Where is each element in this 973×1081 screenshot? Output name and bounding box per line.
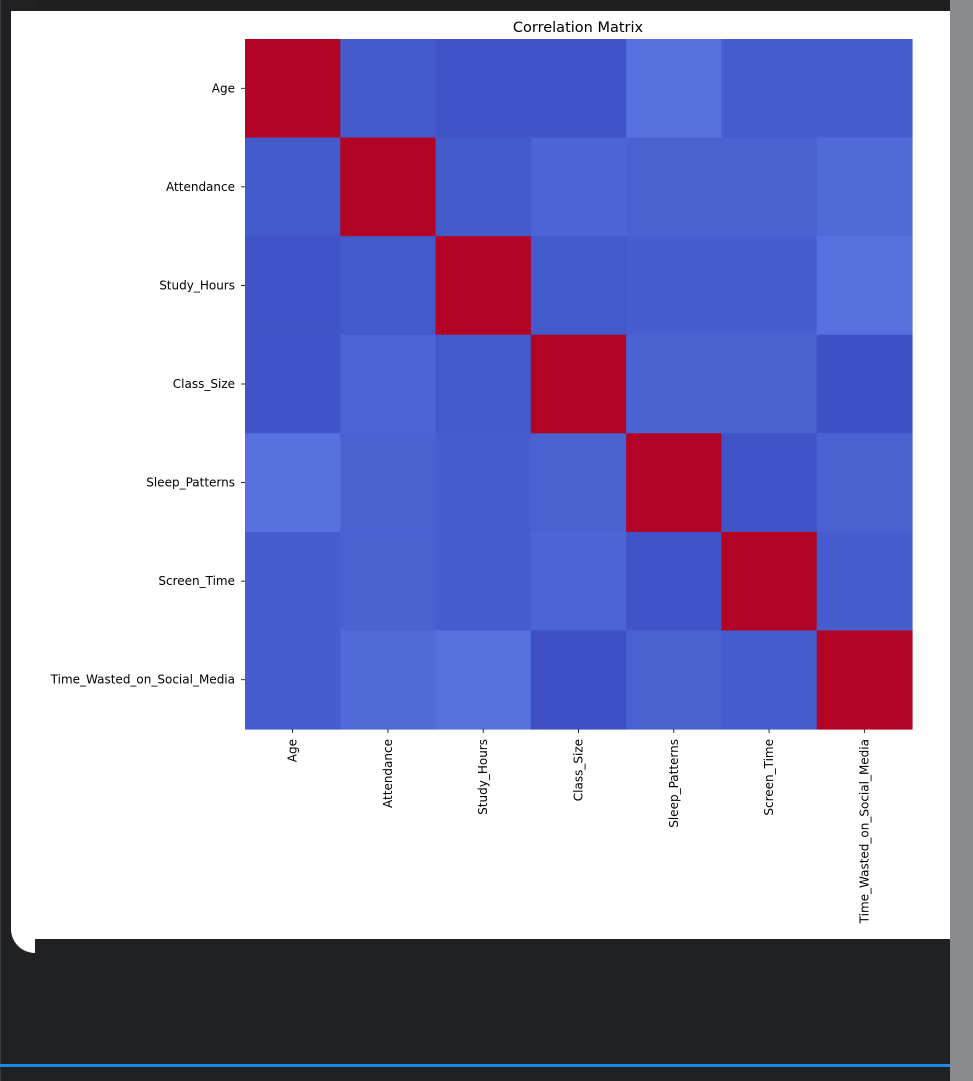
heatmap-cell	[626, 137, 723, 237]
notebook-empty-area	[35, 939, 950, 1064]
y-tick-label: Study_Hours	[159, 278, 235, 292]
x-tick-label: Age	[286, 739, 300, 762]
heatmap-cell	[721, 236, 818, 336]
heatmap-cell	[340, 531, 437, 632]
vertical-scrollbar[interactable]	[950, 0, 973, 1081]
x-tick-label: Attendance	[381, 739, 395, 808]
heatmap-cell	[435, 39, 532, 139]
heatmap-cell	[245, 39, 341, 139]
heatmap-cells	[245, 39, 913, 730]
heatmap-cell	[340, 236, 437, 336]
heatmap-cell	[816, 630, 913, 730]
heatmap-cell	[816, 334, 913, 434]
heatmap-cell	[721, 334, 818, 434]
y-axis-ticks: Age Attendance Study_Hours Class_Size Sleep_…	[50, 81, 245, 687]
heatmap-cell	[530, 39, 627, 139]
heatmap-cell	[816, 433, 913, 533]
focus-accent-line	[0, 1064, 950, 1067]
heatmap-cell	[530, 531, 627, 632]
y-tick-label: Attendance	[166, 180, 235, 194]
y-tick-label: Time_Wasted_on_Social_Media	[50, 673, 235, 687]
heatmap-cell	[340, 630, 437, 730]
heatmap-cell	[530, 630, 627, 730]
heatmap-cell	[435, 531, 532, 632]
heatmap-cell	[435, 630, 532, 730]
heatmap-cell	[721, 137, 818, 237]
heatmap-cell	[340, 433, 437, 533]
heatmap-cell	[435, 433, 532, 533]
heatmap-cell	[245, 334, 341, 434]
x-tick-label: Screen_Time	[762, 739, 776, 816]
heatmap-cell	[626, 630, 723, 730]
heatmap-cell	[816, 39, 913, 139]
x-tick-label: Sleep_Patterns	[667, 739, 681, 828]
heatmap-cell	[721, 39, 818, 139]
y-tick-label: Sleep_Patterns	[146, 476, 235, 490]
heatmap-cell	[340, 39, 437, 139]
heatmap-cell	[530, 433, 627, 533]
x-tick-label: Study_Hours	[476, 739, 490, 815]
chart-title: Correlation Matrix	[513, 20, 644, 36]
heatmap-cell	[626, 433, 723, 533]
heatmap-cell	[245, 531, 341, 632]
heatmap-cell	[816, 531, 913, 632]
y-tick-label: Age	[212, 81, 235, 95]
heatmap-cell	[245, 137, 341, 237]
heatmap-cell	[245, 433, 341, 533]
heatmap-cell	[816, 137, 913, 237]
heatmap-cell	[530, 236, 627, 336]
heatmap-cell	[721, 433, 818, 533]
correlation-heatmap: Correlation Matrix Age Attendance Study_Ho…	[50, 20, 913, 924]
heatmap-cell	[816, 236, 913, 336]
heatmap-cell	[340, 334, 437, 434]
left-gutter-line	[0, 0, 1, 1081]
heatmap-cell	[435, 137, 532, 237]
heatmap-cell	[721, 531, 818, 632]
x-tick-label: Time_Wasted_on_Social_Media	[857, 739, 871, 924]
y-tick-label: Class_Size	[173, 377, 235, 391]
heatmap-cell	[245, 236, 341, 336]
y-tick-label: Screen_Time	[158, 574, 235, 588]
heatmap-cell	[245, 630, 341, 730]
heatmap-cell	[340, 137, 437, 237]
x-axis-ticks: Age Attendance Study_Hours Class_Size Sleep_…	[286, 729, 871, 924]
cell-top-strip	[35, 0, 950, 11]
heatmap-cell	[626, 39, 723, 139]
heatmap-cell	[530, 137, 627, 237]
heatmap-cell	[435, 334, 532, 434]
heatmap-cell	[626, 236, 723, 336]
heatmap-cell	[626, 531, 723, 632]
heatmap-cell	[530, 334, 627, 434]
heatmap-cell	[435, 236, 532, 336]
heatmap-cell	[721, 630, 818, 730]
x-tick-label: Class_Size	[572, 739, 586, 801]
heatmap-cell	[626, 334, 723, 434]
